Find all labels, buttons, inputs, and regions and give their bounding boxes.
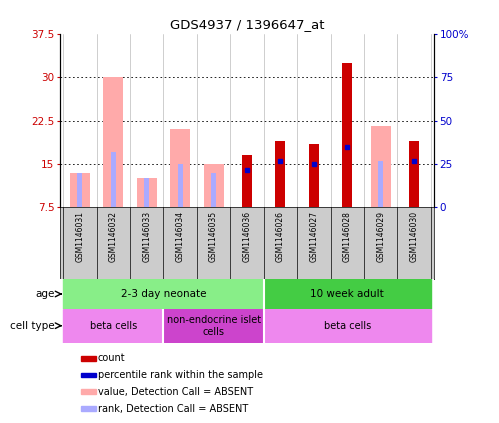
Text: GSM1146031: GSM1146031 — [75, 211, 84, 262]
Text: 2-3 day neonate: 2-3 day neonate — [121, 289, 206, 299]
Text: age: age — [35, 289, 55, 299]
Text: GSM1146032: GSM1146032 — [109, 211, 118, 262]
Bar — [263, 309, 431, 343]
Bar — [164, 309, 263, 343]
Bar — [409, 141, 419, 207]
Bar — [137, 179, 157, 207]
Text: GSM1146036: GSM1146036 — [243, 211, 251, 262]
Bar — [371, 126, 391, 207]
Bar — [275, 141, 285, 207]
Text: GSM1146028: GSM1146028 — [343, 211, 352, 262]
Bar — [242, 155, 252, 207]
Text: 10 week adult: 10 week adult — [310, 289, 384, 299]
Bar — [70, 173, 90, 207]
Bar — [204, 164, 224, 207]
Bar — [81, 406, 96, 411]
Text: count: count — [98, 353, 126, 363]
Bar — [63, 279, 263, 309]
Title: GDS4937 / 1396647_at: GDS4937 / 1396647_at — [170, 18, 324, 31]
Bar — [81, 390, 96, 394]
Bar — [170, 129, 190, 207]
Text: percentile rank within the sample: percentile rank within the sample — [98, 370, 263, 380]
Text: GSM1146027: GSM1146027 — [309, 211, 318, 262]
Text: GSM1146029: GSM1146029 — [376, 211, 385, 262]
Bar — [81, 356, 96, 360]
Text: GSM1146034: GSM1146034 — [176, 211, 185, 262]
Bar — [144, 179, 149, 207]
Text: beta cells: beta cells — [90, 321, 137, 331]
Text: non-endocrine islet
cells: non-endocrine islet cells — [167, 315, 260, 337]
Bar — [178, 164, 183, 207]
Bar — [77, 173, 82, 207]
Bar — [309, 144, 319, 207]
Bar — [81, 373, 96, 377]
Text: rank, Detection Call = ABSENT: rank, Detection Call = ABSENT — [98, 404, 248, 414]
Bar — [211, 173, 216, 207]
Text: GSM1146026: GSM1146026 — [276, 211, 285, 262]
Bar — [111, 152, 116, 207]
Text: beta cells: beta cells — [324, 321, 371, 331]
Text: value, Detection Call = ABSENT: value, Detection Call = ABSENT — [98, 387, 253, 397]
Bar — [378, 161, 383, 207]
Text: GSM1146035: GSM1146035 — [209, 211, 218, 262]
Bar — [63, 309, 164, 343]
Text: cell type: cell type — [10, 321, 55, 331]
Text: GSM1146030: GSM1146030 — [410, 211, 419, 262]
Bar — [263, 279, 431, 309]
Text: GSM1146033: GSM1146033 — [142, 211, 151, 262]
Bar — [342, 63, 352, 207]
Bar — [103, 77, 123, 207]
